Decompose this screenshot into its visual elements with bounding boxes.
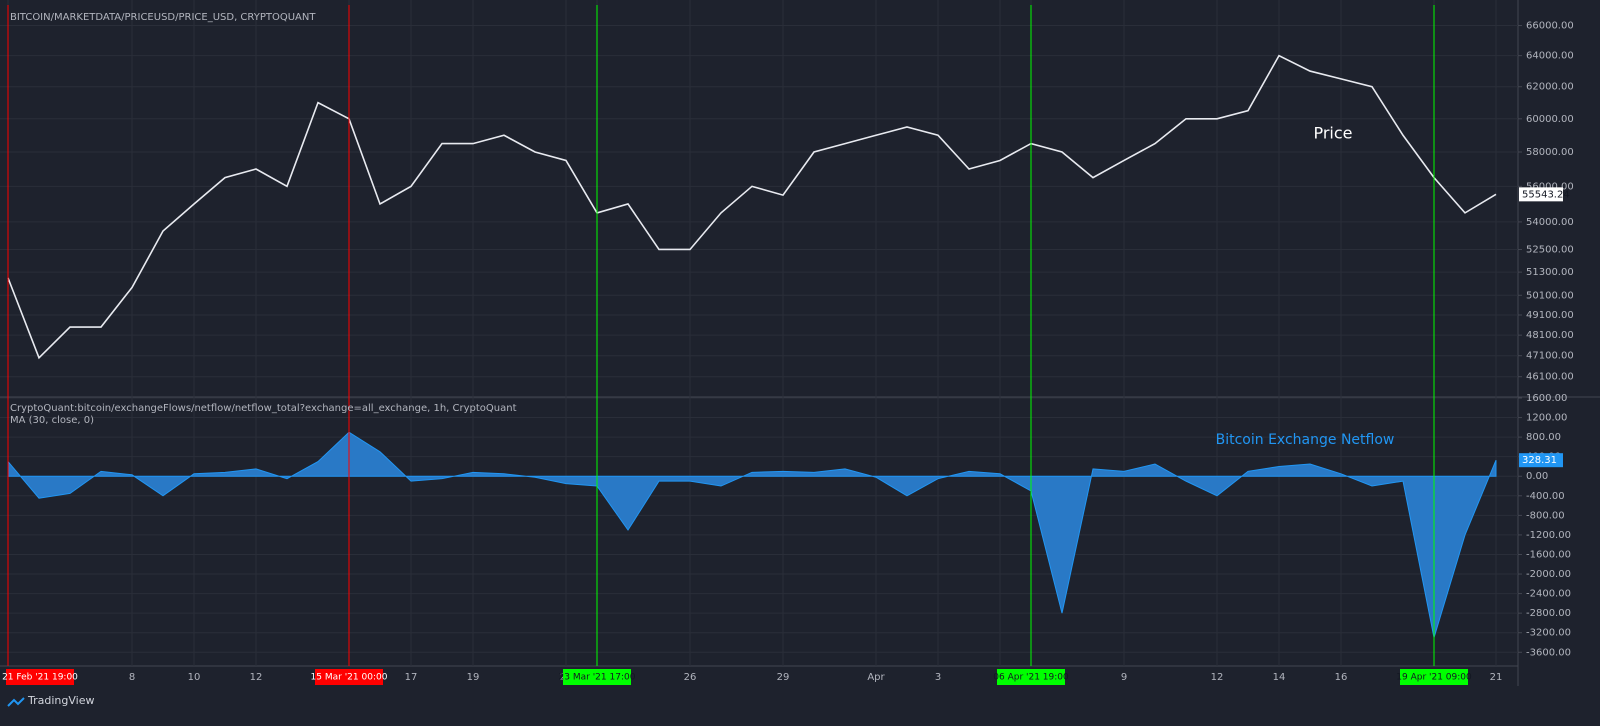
x-tick-label: 26 xyxy=(684,672,697,683)
y-tick-label: -3600.00 xyxy=(1526,647,1571,658)
x-tick-label: Apr xyxy=(867,672,885,683)
y-tick-label: 58000.00 xyxy=(1526,147,1574,158)
y-tick-label: 800.00 xyxy=(1526,432,1561,443)
y-tick-label: 50100.00 xyxy=(1526,290,1574,301)
last-value-badge xyxy=(1519,187,1563,202)
y-tick-label: -800.00 xyxy=(1526,510,1565,521)
x-tick-label: 29 xyxy=(777,672,790,683)
y-tick-label: 48100.00 xyxy=(1526,330,1574,341)
x-tick-label: 21 Feb '21 19:00 xyxy=(2,673,78,683)
x-tick-label: 16 xyxy=(1335,672,1348,683)
y-tick-label: 60000.00 xyxy=(1526,114,1574,125)
x-label-box xyxy=(563,669,631,685)
y-tick-label: -2400.00 xyxy=(1526,589,1571,600)
x-tick-label: 23 Mar '21 17:00 xyxy=(559,673,636,683)
price-line xyxy=(7,54,1497,360)
marks xyxy=(7,5,1497,666)
x-label-box xyxy=(315,669,383,685)
brand[interactable]: TradingView xyxy=(27,694,94,707)
y-tick-label: 46100.00 xyxy=(1526,372,1574,383)
netflow-annotation: Bitcoin Exchange Netflow xyxy=(1216,432,1395,448)
last-value-label: 55543.24 xyxy=(1522,189,1570,200)
price-title: BITCOIN/MARKETDATA/PRICEUSD/PRICE_USD, C… xyxy=(10,12,316,23)
x-tick-label: 19 xyxy=(467,672,480,683)
brand-logo xyxy=(7,697,25,707)
y-tick-label: -2800.00 xyxy=(1526,608,1571,619)
labels: 46100.00 47100.00 48100.00 49100.00 50100.00… xyxy=(2,21,1574,685)
y-tick-label: -1600.00 xyxy=(1526,549,1571,560)
y-tick-label: -1200.00 xyxy=(1526,530,1571,541)
x-tick-label: 9 xyxy=(1121,672,1127,683)
y-tick-label: 49100.00 xyxy=(1526,310,1574,321)
y-tick-label: 54000.00 xyxy=(1526,217,1574,228)
x-tick-label: 17 xyxy=(405,672,418,683)
x-label-box xyxy=(997,669,1065,685)
y-tick-label: 52500.00 xyxy=(1526,244,1574,255)
y-tick-label: 62000.00 xyxy=(1526,82,1574,93)
y-tick-label: 1200.00 xyxy=(1526,413,1567,424)
y-tick-label: 0.00 xyxy=(1526,471,1548,482)
y-tick-label: 64000.00 xyxy=(1526,51,1574,62)
y-tick-label: 66000.00 xyxy=(1526,21,1574,32)
y-tick-label: 56000.00 xyxy=(1526,181,1574,192)
x-tick-label: 12 xyxy=(1211,672,1224,683)
netflow-title: CryptoQuant:bitcoin/exchangeFlows/netflo… xyxy=(10,403,517,414)
netflow-subtitle: MA (30, close, 0) xyxy=(10,415,94,426)
netflow-area xyxy=(7,431,1497,638)
x-tick-label: 14 xyxy=(1273,672,1286,683)
x-label-box xyxy=(6,669,74,685)
y-tick-label: -2000.00 xyxy=(1526,569,1571,580)
y-tick-label: -400.00 xyxy=(1526,491,1565,502)
x-label-box xyxy=(1400,669,1468,685)
x-tick-label: 12 xyxy=(250,672,263,683)
y-tick-label: 51300.00 xyxy=(1526,267,1574,278)
y-tick-label: 47100.00 xyxy=(1526,351,1574,362)
x-tick-label: 21 xyxy=(1490,672,1503,683)
x-tick-label: 8 xyxy=(129,672,135,683)
y-tick-label: 1600.00 xyxy=(1526,393,1567,404)
x-tick-label: 19 Apr '21 09:00 xyxy=(1396,673,1472,683)
last-value-badge xyxy=(1519,453,1563,468)
x-tick-label: 15 Mar '21 00:00 xyxy=(311,673,388,683)
last-value-label: 328.31 xyxy=(1522,455,1557,466)
x-tick-label: 3 xyxy=(935,672,941,683)
x-tick-label: 06 Apr '21 19:00 xyxy=(993,673,1069,683)
y-tick-label: -3200.00 xyxy=(1526,628,1571,639)
x-tick-label: 10 xyxy=(188,672,201,683)
price-annotation: Price xyxy=(1313,124,1352,143)
